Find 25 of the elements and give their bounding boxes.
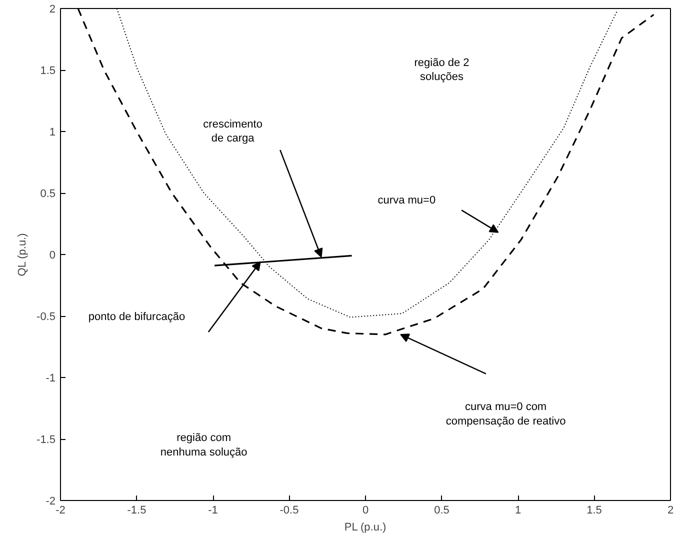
x-tick-label: 0 [362,504,369,516]
y-tick-label: -1 [46,372,56,384]
x-axis-title: PL (p.u.) [344,522,386,534]
y-tick-label: 2 [49,4,56,16]
annotation: região de 2 soluções [414,56,470,84]
x-tick-label: 1 [514,504,522,516]
annotation: ponto de bifurcação [88,311,186,324]
x-tick-label: 0.5 [434,504,450,516]
y-tick-label: 0.5 [40,188,56,200]
y-tick-label: 1 [49,126,56,138]
y-tick-label: -0.5 [36,311,56,323]
y-tick-label: 1.5 [40,65,56,77]
y-tick-label: -2 [46,496,56,508]
y-tick-label: 0 [49,250,56,262]
x-tick-label: -0.5 [280,504,299,516]
x-tick-label: -1.5 [127,504,146,516]
annotation: crescimento de carga [203,118,262,145]
annotation: curva mu=0 com compensação de reativo [446,401,566,428]
y-tick-label: -1.5 [36,434,56,446]
y-axis-title: QL (p.u.) [16,233,29,276]
x-tick-label: 1.5 [586,504,602,516]
annotation: região com nenhuma solução [160,432,248,458]
x-tick-label: -1 [208,504,218,516]
annotation: curva mu=0 [378,194,436,206]
x-tick-label: 2 [667,504,674,516]
